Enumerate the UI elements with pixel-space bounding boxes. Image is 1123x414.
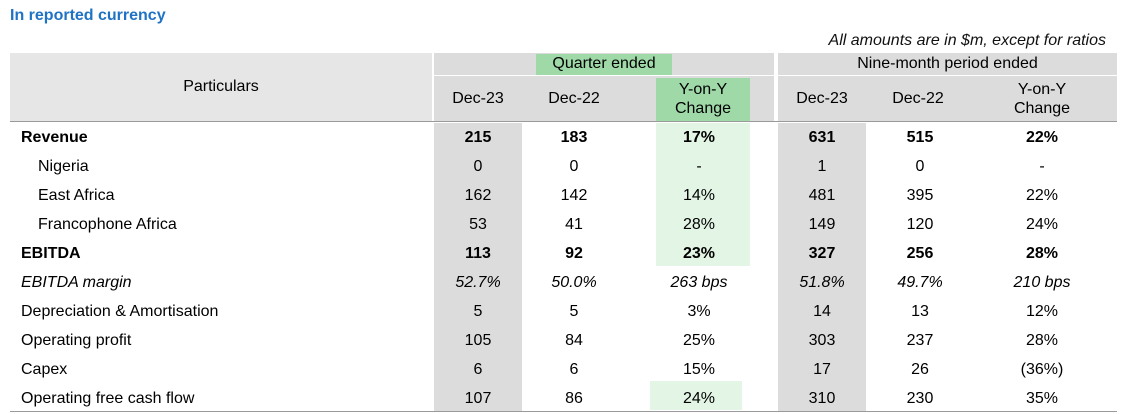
table-cell: 5 [473, 303, 483, 320]
row-label: Operating profit [21, 332, 132, 349]
table-cell: 25% [682, 332, 716, 349]
table-cell: 22% [1025, 187, 1059, 204]
table-bottom-rule [10, 411, 1117, 412]
n-dec23-column-bg [778, 123, 866, 411]
yoy-header-highlight [656, 78, 750, 121]
table-cell: 481 [808, 187, 836, 204]
table-cell: 142 [560, 187, 588, 204]
header-bottom-rule [10, 121, 1117, 122]
particulars-header: Particulars [183, 78, 259, 95]
header-divider [774, 53, 778, 121]
header-ninemonth-bg [778, 53, 1117, 121]
table-cell: 1 [817, 158, 827, 175]
q-dec23-column-bg [434, 123, 522, 411]
table-cell: 303 [808, 332, 836, 349]
row-label: EBITDA [21, 245, 81, 262]
table-cell: 515 [906, 129, 934, 146]
table-cell: 113 [465, 245, 491, 262]
table-cell: 149 [808, 216, 836, 233]
q-col-dec23: Dec-23 [452, 90, 504, 107]
table-cell: 6 [569, 361, 579, 378]
table-cell: (36%) [1020, 361, 1064, 378]
table-cell: 53 [469, 216, 487, 233]
table-cell: 230 [906, 390, 934, 407]
table-cell: 6 [473, 361, 483, 378]
table-cell: 15% [682, 361, 716, 378]
quarter-group-header: Quarter ended [552, 55, 656, 72]
table-cell: 0 [915, 158, 925, 175]
table-cell: 215 [464, 129, 492, 146]
table-cell: 28% [1025, 332, 1059, 349]
table-cell: 35% [1025, 390, 1059, 407]
table-cell: 50.0% [551, 274, 597, 291]
table-cell: - [696, 158, 702, 175]
table-cell: 24% [1025, 216, 1059, 233]
table-cell: 52.7% [455, 274, 501, 291]
row-label: Francophone Africa [38, 216, 177, 233]
table-cell: 49.7% [897, 274, 943, 291]
table-cell: 51.8% [799, 274, 845, 291]
table-cell: 26 [911, 361, 929, 378]
table-cell: 84 [565, 332, 583, 349]
n-col-dec22: Dec-22 [892, 90, 944, 107]
table-cell: 14 [813, 303, 831, 320]
table-cell: 28% [682, 216, 716, 233]
table-cell: 86 [565, 390, 583, 407]
table-cell: 23% [682, 245, 716, 262]
table-cell: 183 [560, 129, 588, 146]
table-cell: 395 [906, 187, 934, 204]
yoy-fcf-highlight [650, 381, 742, 410]
table-cell: 263 bps [670, 274, 728, 291]
quarter-group-highlight [536, 54, 672, 75]
row-label: Depreciation & Amortisation [21, 303, 219, 320]
header-subdivider [434, 75, 774, 76]
table-cell: 631 [808, 129, 836, 146]
table-cell: 22% [1025, 129, 1059, 146]
row-label: EBITDA margin [21, 274, 132, 291]
n-col-yoy: Y-on-Y Change [1013, 81, 1071, 117]
table-cell: 105 [464, 332, 492, 349]
table-cell: 0 [473, 158, 483, 175]
table-cell: 0 [569, 158, 579, 175]
table-cell: 210 bps [1013, 274, 1071, 291]
table-cell: 256 [906, 245, 934, 262]
table-cell: 14% [682, 187, 716, 204]
table-cell: 17 [813, 361, 831, 378]
table-cell: 41 [565, 216, 583, 233]
table-cell: 237 [906, 332, 934, 349]
row-label: Nigeria [38, 158, 89, 175]
table-cell: 3% [687, 303, 711, 320]
header-divider [432, 53, 434, 121]
section-heading: In reported currency [10, 7, 166, 24]
row-label: Revenue [21, 129, 88, 146]
yoy-column-highlight [656, 123, 750, 266]
row-label: East Africa [38, 187, 115, 204]
q-col-dec22: Dec-22 [548, 90, 600, 107]
table-cell: 13 [911, 303, 929, 320]
row-label: Operating free cash flow [21, 390, 195, 407]
header-subdivider [778, 75, 1117, 76]
header-particulars-bg [10, 53, 432, 121]
table-cell: 28% [1025, 245, 1059, 262]
table-cell: 162 [464, 187, 492, 204]
table-cell: 107 [464, 390, 492, 407]
table-cell: 24% [682, 390, 716, 407]
table-cell: 5 [569, 303, 579, 320]
units-note: All amounts are in $m, except for ratios [828, 32, 1106, 49]
table-cell: 310 [808, 390, 836, 407]
row-label: Capex [21, 361, 68, 378]
table-cell: 120 [906, 216, 934, 233]
table-cell: - [1039, 158, 1045, 175]
n-col-dec23: Dec-23 [796, 90, 848, 107]
table-cell: 12% [1025, 303, 1059, 320]
table-cell: 92 [565, 245, 583, 262]
table-cell: 327 [808, 245, 836, 262]
q-col-yoy: Y-on-Y Change [674, 81, 732, 117]
ninemonth-group-header: Nine-month period ended [857, 55, 1038, 72]
table-cell: 17% [682, 129, 716, 146]
